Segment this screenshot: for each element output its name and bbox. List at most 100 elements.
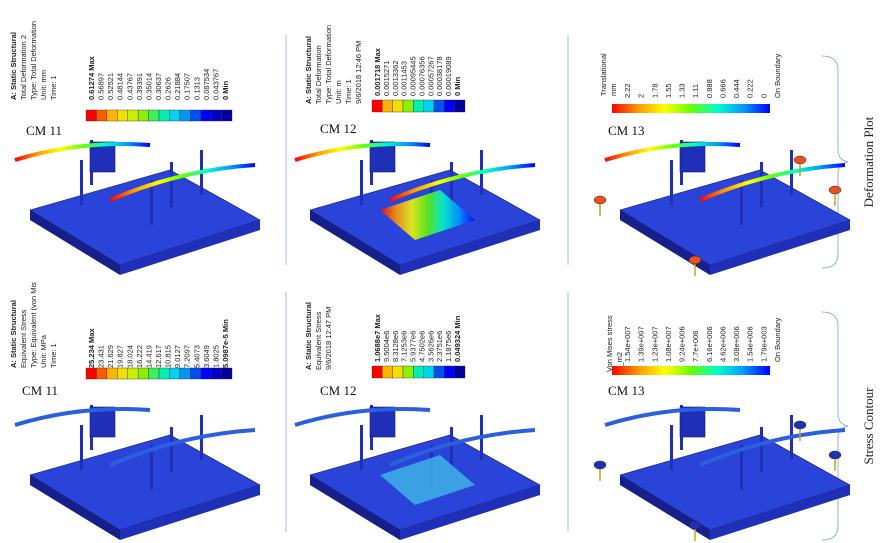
model (594, 140, 850, 276)
legend-value: 25.234 Max (87, 328, 96, 368)
legend-value: 10.815 (164, 345, 173, 368)
legend-value: 0.087534 (202, 69, 211, 100)
legend-header: Total Deformation 2 (19, 35, 28, 100)
legend-header: Unit: m (334, 80, 343, 104)
model-support (829, 451, 841, 459)
legend-header: A: Static Structural (304, 302, 313, 370)
legend-value: 4.62e+006 (718, 326, 727, 362)
legend-value: 1.1875e6 (444, 331, 453, 362)
legend-header: Unit: MPa (39, 334, 48, 368)
color-bar-segment (190, 110, 200, 121)
legend-value: 0.00038178 (435, 56, 444, 96)
legend-value: 0.52521 (106, 73, 115, 100)
legend-value: 0.2626 (164, 77, 173, 100)
model-support (594, 196, 606, 204)
legend-value: 0.00019089 (444, 56, 453, 96)
color-bar-segment (201, 368, 211, 379)
color-bar-segment (455, 366, 465, 378)
legend-value: 0.35014 (144, 73, 153, 100)
color-bar-segment (190, 368, 200, 379)
legend-value: 8.3128e6 (391, 331, 400, 362)
model-rail (295, 144, 430, 160)
legend-value: 7.7e+006 (691, 331, 700, 363)
color-bar-segment (424, 366, 434, 378)
legend-value: 1.23e+007 (650, 326, 659, 362)
legend-value: 0 (759, 94, 768, 98)
panel-caption: CM 12 (320, 121, 356, 136)
model (295, 140, 540, 275)
model-rail (605, 144, 740, 160)
color-bar-segment (403, 366, 413, 378)
color-bar-segment (159, 110, 169, 121)
legend-value: 1.8025 (211, 345, 220, 368)
row-label: Stress Contour (861, 387, 876, 465)
model-rail (15, 144, 150, 160)
panel-caption: CM 13 (608, 383, 644, 398)
color-bar-segment (86, 110, 96, 121)
legend-value: 3.08e+006 (732, 326, 741, 362)
legend-header: Type: Total Deformation (29, 21, 38, 100)
legend-header: A: Static Structural (304, 36, 313, 104)
model-rail (605, 409, 740, 425)
model-post (760, 162, 763, 207)
color-bar-segment (222, 110, 232, 121)
legend-header: Von Mises stress (605, 315, 614, 372)
legend-value: 0 Min (221, 80, 230, 100)
color-bar-segment (180, 110, 190, 121)
legend-value: 0.666 (718, 79, 727, 98)
model-rail (15, 409, 150, 425)
model-post (170, 162, 173, 207)
model-support (594, 461, 606, 469)
legend-value: 7.2097 (183, 345, 192, 368)
legend-header: Equivalent Stress (19, 309, 28, 368)
legend-value: 23.431 (97, 345, 106, 368)
legend-header: 9/6/2018 12:46 PM (354, 41, 363, 104)
legend-value: 3.5626e6 (426, 331, 435, 362)
model-support (829, 186, 841, 194)
color-bar (612, 104, 770, 113)
color-bar-segment (413, 366, 423, 378)
color-bar-segment (211, 368, 221, 379)
legend-header: A: Static Structural (9, 300, 18, 368)
model-base (620, 435, 850, 530)
color-bar-segment (444, 366, 454, 378)
legend-value: 0.1313 (192, 77, 201, 100)
legend-value: 1.33 (678, 83, 687, 98)
legend-value: 2.22 (623, 83, 632, 98)
panel-caption: CM 11 (26, 123, 62, 138)
color-bar-segment (128, 110, 138, 121)
color-bar-segment (149, 110, 159, 121)
legend-value: 0.00095445 (409, 56, 418, 96)
legend-value: 0.56897 (97, 73, 106, 100)
model (15, 140, 260, 275)
color-bar-segment (117, 368, 127, 379)
color-bar-segment (107, 110, 117, 121)
color-bar-segment (372, 366, 382, 378)
color-bar-segment (434, 366, 444, 378)
color-bar-segment (169, 368, 179, 379)
bracket (822, 312, 848, 540)
model-post (170, 427, 173, 472)
color-bar-segment (201, 110, 211, 121)
legend-value: 18.024 (125, 345, 134, 368)
legend-value: 0.00076356 (417, 56, 426, 96)
color-bar-segment (211, 110, 221, 121)
color-bar-segment (403, 100, 413, 112)
legend-value: 0.21884 (173, 73, 182, 100)
legend-value: 0.48144 (116, 73, 125, 100)
legend-header: mm (609, 84, 618, 97)
model-rail (295, 409, 430, 425)
legend-header: A: Static Structural (9, 32, 18, 100)
legend-header: Unit: mm (39, 70, 48, 100)
color-bar-segment (413, 100, 423, 112)
legend-value: 0.30637 (154, 73, 163, 100)
legend-value: 0.00057267 (426, 56, 435, 96)
model-post (360, 160, 363, 205)
legend-value: 3.6049 (202, 345, 211, 368)
model (15, 405, 260, 540)
legend-value: 2.3751e6 (435, 331, 444, 362)
legend-header: Type: Total Deformation (324, 25, 333, 104)
panel-caption: CM 12 (320, 383, 356, 398)
legend-header: Translational (599, 53, 608, 96)
legend-header: Total Deformation (314, 45, 323, 104)
